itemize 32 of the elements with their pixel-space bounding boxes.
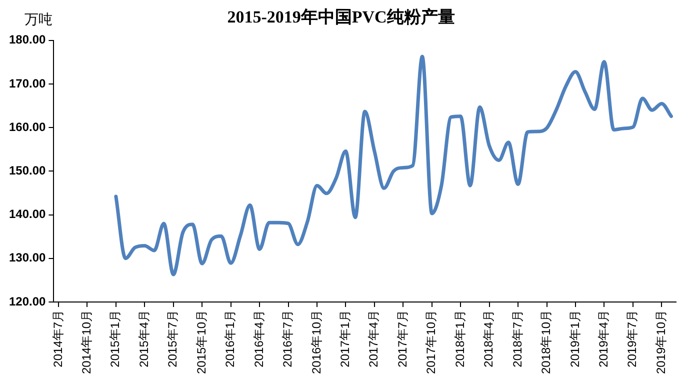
x-tick-label: 2016年4月 [252, 310, 266, 368]
x-tick-label: 2014年10月 [80, 310, 94, 374]
x-tick-label: 2015年4月 [136, 310, 151, 368]
y-tick-label: 180.00 [9, 32, 46, 47]
y-tick-label: 120.00 [9, 294, 46, 308]
x-tick-label: 2015年10月 [194, 310, 208, 374]
x-tick-label: 2016年7月 [280, 310, 295, 368]
y-tick-label: 160.00 [9, 120, 46, 134]
x-tick-label: 2019年1月 [568, 310, 582, 368]
x-tick-label: 2016年10月 [309, 310, 324, 374]
x-tick-label: 2018年10月 [539, 310, 554, 374]
y-tick-label: 170.00 [9, 76, 46, 90]
y-tick-label: 150.00 [9, 163, 46, 178]
x-tick-label: 2015年1月 [108, 310, 122, 368]
x-tick-label: 2018年1月 [452, 310, 467, 368]
x-tick-label: 2017年10月 [424, 310, 438, 374]
chart-title: 2015-2019年中国PVC纯粉产量 [227, 8, 455, 27]
x-tick-label: 2017年7月 [395, 310, 410, 368]
x-tick-label: 2019年10月 [654, 310, 668, 374]
x-tick-label: 2016年1月 [223, 310, 238, 368]
y-axis-title: 万吨 [24, 10, 53, 27]
x-tick-label: 2019年4月 [596, 310, 611, 368]
x-tick-label: 2018年7月 [510, 310, 524, 368]
x-tick-label: 2015年7月 [166, 310, 180, 368]
y-tick-label: 130.00 [9, 250, 46, 265]
x-tick-label: 2019年7月 [625, 310, 640, 368]
x-tick-label: 2014年7月 [50, 310, 65, 368]
line-series [114, 54, 673, 276]
y-tick-label: 140.00 [9, 207, 46, 222]
x-tick-label: 2017年4月 [366, 310, 381, 368]
x-tick-label: 2018年4月 [482, 310, 496, 368]
x-tick-label: 2017年1月 [338, 310, 352, 368]
